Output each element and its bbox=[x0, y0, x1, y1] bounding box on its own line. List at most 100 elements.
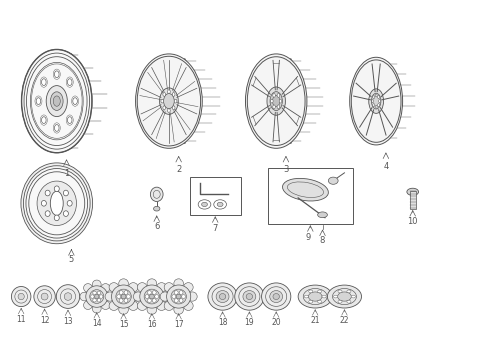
Ellipse shape bbox=[140, 285, 163, 308]
Text: 8: 8 bbox=[319, 236, 325, 245]
Ellipse shape bbox=[45, 190, 50, 196]
Ellipse shape bbox=[174, 291, 178, 294]
Ellipse shape bbox=[93, 298, 96, 302]
Ellipse shape bbox=[63, 211, 68, 216]
Ellipse shape bbox=[147, 291, 151, 294]
Ellipse shape bbox=[337, 300, 342, 303]
Ellipse shape bbox=[41, 117, 46, 123]
Ellipse shape bbox=[67, 79, 72, 85]
Ellipse shape bbox=[304, 295, 308, 298]
Ellipse shape bbox=[90, 295, 94, 298]
Ellipse shape bbox=[41, 201, 46, 206]
Ellipse shape bbox=[64, 293, 72, 300]
Ellipse shape bbox=[350, 295, 355, 298]
Ellipse shape bbox=[261, 283, 290, 310]
Text: 5: 5 bbox=[69, 255, 74, 264]
Ellipse shape bbox=[377, 104, 379, 107]
Ellipse shape bbox=[41, 79, 46, 85]
Ellipse shape bbox=[161, 99, 163, 103]
Text: 13: 13 bbox=[63, 317, 73, 326]
Ellipse shape bbox=[67, 201, 72, 206]
Ellipse shape bbox=[94, 294, 99, 299]
Ellipse shape bbox=[153, 206, 160, 211]
Ellipse shape bbox=[308, 292, 322, 301]
Bar bbox=[189, 177, 241, 215]
Ellipse shape bbox=[11, 287, 31, 307]
Ellipse shape bbox=[269, 291, 282, 302]
Ellipse shape bbox=[277, 105, 279, 109]
Ellipse shape bbox=[119, 299, 123, 302]
Ellipse shape bbox=[181, 295, 185, 298]
Ellipse shape bbox=[53, 96, 60, 106]
Text: 14: 14 bbox=[92, 319, 102, 328]
Ellipse shape bbox=[346, 300, 350, 303]
Ellipse shape bbox=[282, 178, 328, 201]
Text: 22: 22 bbox=[339, 316, 348, 325]
Ellipse shape bbox=[101, 284, 110, 292]
Ellipse shape bbox=[50, 92, 63, 111]
Ellipse shape bbox=[179, 299, 183, 302]
Ellipse shape bbox=[172, 295, 175, 298]
Text: 19: 19 bbox=[244, 319, 254, 328]
Ellipse shape bbox=[21, 163, 92, 244]
Ellipse shape bbox=[37, 181, 76, 225]
Text: 20: 20 bbox=[271, 319, 281, 328]
Ellipse shape bbox=[99, 295, 102, 298]
Ellipse shape bbox=[346, 290, 350, 293]
Ellipse shape bbox=[92, 305, 101, 313]
Ellipse shape bbox=[23, 166, 90, 241]
Text: 21: 21 bbox=[310, 316, 319, 325]
Ellipse shape bbox=[119, 279, 128, 288]
Ellipse shape bbox=[116, 289, 131, 304]
Ellipse shape bbox=[126, 295, 130, 298]
Ellipse shape bbox=[119, 305, 128, 314]
Ellipse shape bbox=[374, 94, 376, 97]
Ellipse shape bbox=[128, 283, 138, 292]
Ellipse shape bbox=[105, 292, 115, 301]
Ellipse shape bbox=[207, 283, 237, 310]
Ellipse shape bbox=[154, 295, 158, 298]
Ellipse shape bbox=[54, 71, 59, 78]
Ellipse shape bbox=[217, 202, 223, 207]
Ellipse shape bbox=[370, 93, 380, 109]
Ellipse shape bbox=[269, 92, 282, 111]
Ellipse shape bbox=[128, 301, 138, 310]
Ellipse shape bbox=[179, 291, 183, 294]
Ellipse shape bbox=[145, 295, 149, 298]
Ellipse shape bbox=[201, 202, 207, 207]
Ellipse shape bbox=[156, 283, 166, 292]
Ellipse shape bbox=[349, 57, 402, 145]
Ellipse shape bbox=[111, 285, 135, 308]
Ellipse shape bbox=[133, 292, 142, 301]
Ellipse shape bbox=[174, 305, 183, 314]
Ellipse shape bbox=[163, 93, 165, 96]
Ellipse shape bbox=[317, 212, 327, 218]
Ellipse shape bbox=[328, 177, 337, 184]
Ellipse shape bbox=[93, 291, 96, 294]
Ellipse shape bbox=[97, 298, 101, 302]
Ellipse shape bbox=[152, 299, 156, 302]
Ellipse shape bbox=[333, 295, 337, 298]
Ellipse shape bbox=[167, 90, 170, 94]
Ellipse shape bbox=[368, 89, 383, 113]
Ellipse shape bbox=[272, 95, 279, 107]
Ellipse shape bbox=[56, 285, 80, 309]
Ellipse shape bbox=[54, 186, 59, 192]
Ellipse shape bbox=[63, 190, 68, 196]
Ellipse shape bbox=[119, 291, 123, 294]
Ellipse shape bbox=[172, 106, 175, 110]
Ellipse shape bbox=[372, 95, 374, 99]
Ellipse shape bbox=[164, 283, 173, 292]
Ellipse shape bbox=[166, 285, 190, 308]
Ellipse shape bbox=[83, 284, 92, 292]
Ellipse shape bbox=[80, 292, 88, 301]
Ellipse shape bbox=[54, 125, 59, 131]
Text: 3: 3 bbox=[283, 166, 288, 175]
Ellipse shape bbox=[144, 289, 159, 304]
Ellipse shape bbox=[378, 100, 380, 103]
Ellipse shape bbox=[34, 286, 55, 307]
Ellipse shape bbox=[337, 292, 350, 301]
Ellipse shape bbox=[245, 293, 252, 300]
Ellipse shape bbox=[298, 285, 331, 308]
Ellipse shape bbox=[172, 93, 175, 96]
